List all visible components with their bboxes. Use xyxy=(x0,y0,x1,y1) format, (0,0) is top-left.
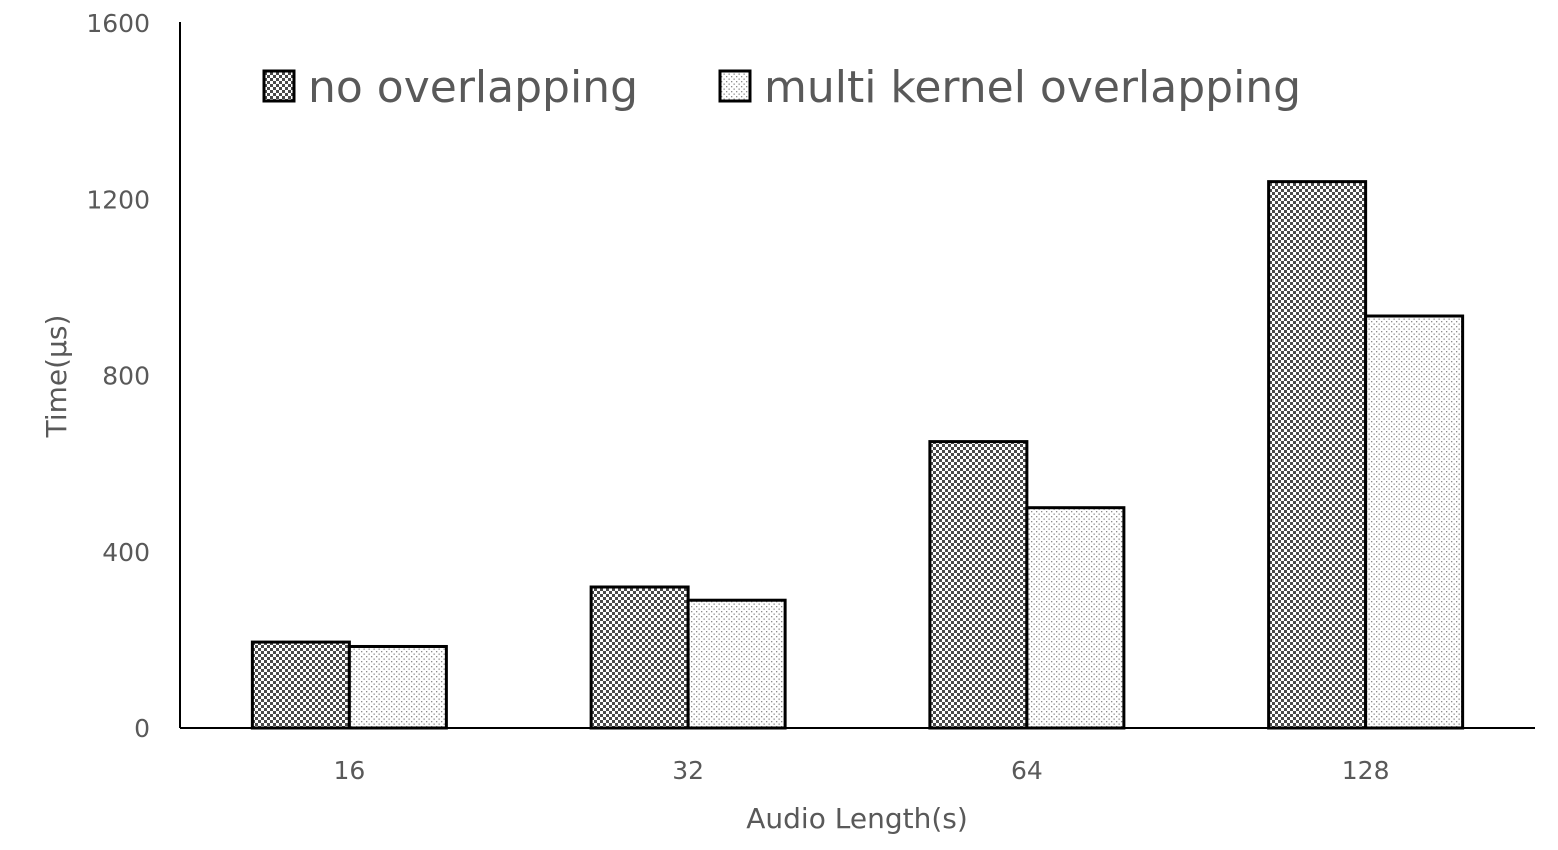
bar-multi-kernel-overlapping-128 xyxy=(1364,314,1465,730)
y-tick-label: 1600 xyxy=(86,9,150,38)
y-tick-labels: 0 400 800 1200 1600 xyxy=(86,9,150,743)
bars xyxy=(250,180,1465,730)
legend: no overlapping multi kernel overlapping xyxy=(262,62,1301,113)
legend-swatch-no-overlapping xyxy=(262,69,296,103)
bar-multi-kernel-overlapping-32 xyxy=(686,598,787,730)
x-axis-title: Audio Length(s) xyxy=(746,802,968,835)
y-tick-label: 800 xyxy=(102,362,150,391)
x-tick-labels: 16 32 64 128 xyxy=(333,756,1389,785)
bar-multi-kernel-overlapping-16 xyxy=(347,644,448,730)
y-tick-label: 0 xyxy=(134,714,150,743)
bar-no-overlapping-32 xyxy=(589,585,690,730)
x-tick-label: 16 xyxy=(333,756,365,785)
y-tick-label: 400 xyxy=(102,538,150,567)
y-tick-label: 1200 xyxy=(86,185,150,214)
legend-label-no-overlapping: no overlapping xyxy=(308,62,638,113)
bar-no-overlapping-128 xyxy=(1267,180,1368,730)
x-tick-label: 64 xyxy=(1011,756,1043,785)
legend-swatch-multi-kernel-overlapping xyxy=(718,69,752,103)
x-tick-label: 32 xyxy=(672,756,704,785)
bar-no-overlapping-16 xyxy=(250,640,351,730)
y-axis-title: Time(µs) xyxy=(40,315,73,439)
x-tick-label: 128 xyxy=(1342,756,1390,785)
bar-no-overlapping-64 xyxy=(928,440,1029,730)
legend-label-multi-kernel-overlapping: multi kernel overlapping xyxy=(764,62,1301,113)
bar-multi-kernel-overlapping-64 xyxy=(1025,506,1126,730)
